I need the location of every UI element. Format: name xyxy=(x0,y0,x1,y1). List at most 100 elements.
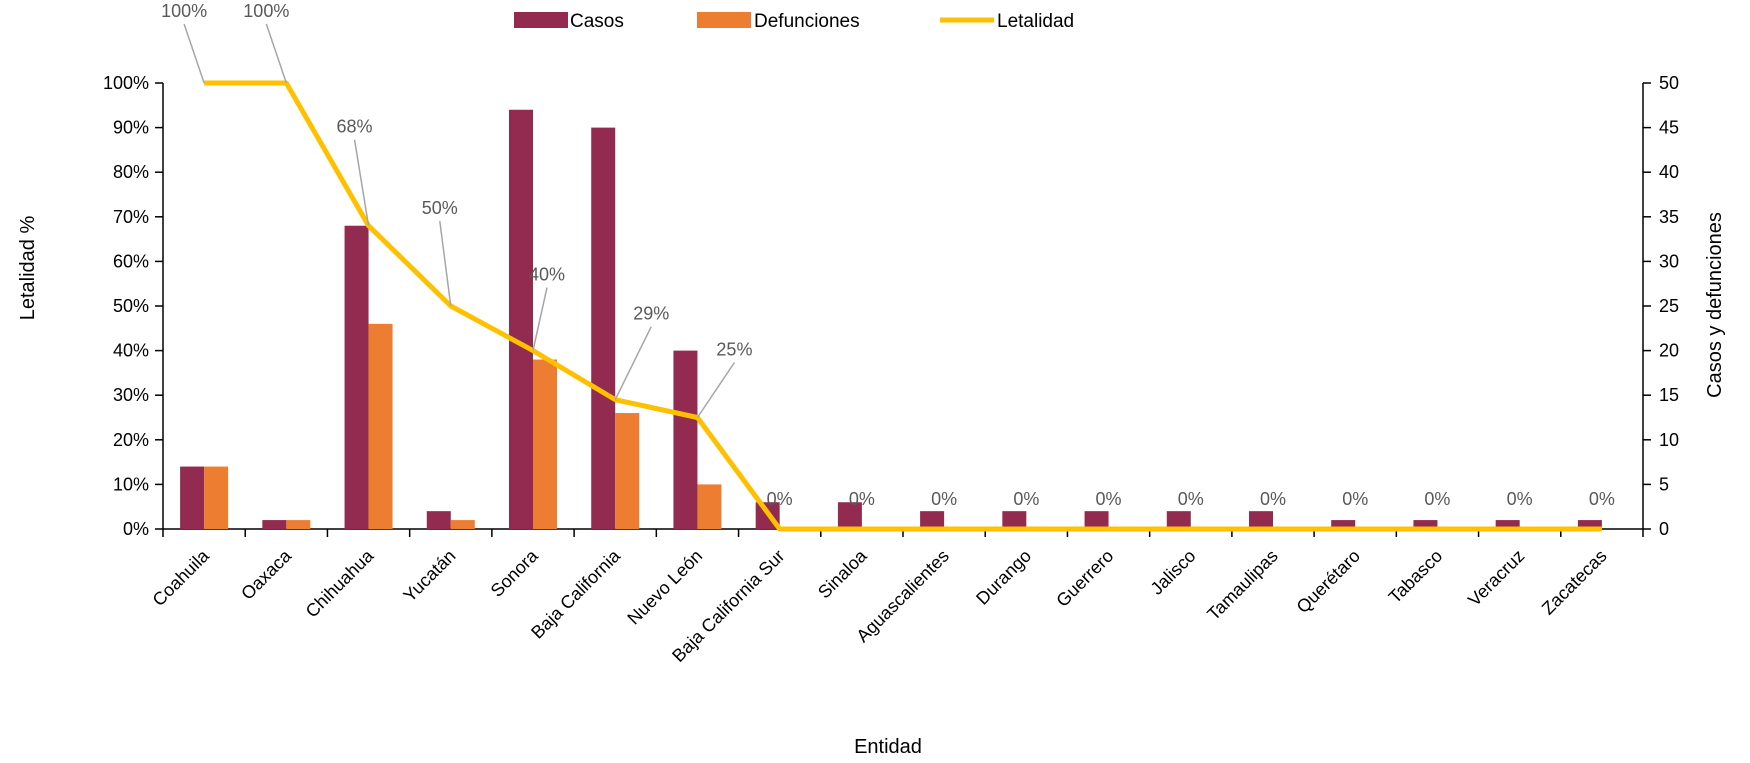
casos-bar xyxy=(509,109,533,529)
letalidad-data-label: 0% xyxy=(1013,489,1039,509)
right-tick-label: 50 xyxy=(1659,73,1679,93)
casos-bar xyxy=(1577,520,1602,529)
defunciones-bar xyxy=(204,466,229,529)
right-tick-label: 5 xyxy=(1659,474,1669,494)
right-tick-label: 45 xyxy=(1659,118,1679,138)
defunciones-bar xyxy=(697,484,722,529)
right-tick-label: 0 xyxy=(1659,519,1669,539)
letalidad-data-label: 0% xyxy=(931,489,957,509)
left-tick-label: 60% xyxy=(113,251,149,271)
x-axis-title: Entidad xyxy=(854,736,922,758)
legend: Casos Defunciones Letalidad xyxy=(514,11,1074,32)
left-tick-label: 100% xyxy=(103,73,149,93)
letalidad-data-label: 25% xyxy=(716,340,752,360)
letalidad-data-label: 0% xyxy=(1589,489,1615,509)
category-label: Oaxaca xyxy=(237,545,296,604)
casos-bar xyxy=(837,502,862,529)
right-axis-title: Casos y defunciones xyxy=(1704,212,1726,398)
casos-bar xyxy=(1166,511,1191,529)
casos-bar xyxy=(344,225,369,529)
letalidad-data-label: 0% xyxy=(1424,489,1450,509)
letalidad-data-label: 50% xyxy=(422,198,458,218)
right-tick-label: 35 xyxy=(1659,207,1679,227)
casos-bar xyxy=(1413,520,1438,529)
letalidad-data-label: 0% xyxy=(1507,489,1533,509)
category-label: Tabasco xyxy=(1385,546,1447,608)
category-label: Veracruz xyxy=(1464,546,1528,610)
left-y-axis: 0% 10% 20% 30% 40% 50% 60% 70% 80% 90% 100% xyxy=(103,73,164,539)
left-tick-label: 30% xyxy=(113,385,149,405)
data-labels-layer: 100% 100% 68% 50% 40% 29% 25% 0% 0% 0% 0% 0% 0% 0% 0% 0… xyxy=(161,1,1615,509)
left-axis-title: Letalidad % xyxy=(17,216,39,321)
data-label-leader xyxy=(439,220,452,307)
category-label: Querétaro xyxy=(1293,546,1364,617)
letalidad-data-label: 40% xyxy=(529,265,565,285)
defunciones-bar xyxy=(450,520,475,529)
category-label: Guerrero xyxy=(1052,546,1117,611)
data-label-leader xyxy=(183,23,205,84)
casos-bar xyxy=(920,511,945,529)
defunciones-bar xyxy=(615,413,640,529)
right-tick-label: 40 xyxy=(1659,162,1679,182)
casos-bar xyxy=(1002,511,1027,529)
casos-bar xyxy=(591,127,616,529)
casos-bar xyxy=(180,466,205,529)
left-tick-label: 90% xyxy=(113,118,149,138)
data-label-leader xyxy=(532,287,548,351)
legend-label-letalidad: Letalidad xyxy=(997,11,1074,32)
left-tick-label: 10% xyxy=(113,474,149,494)
defunciones-bar xyxy=(286,520,311,529)
letalidad-data-label: 0% xyxy=(1096,489,1122,509)
legend-label-casos: Casos xyxy=(570,11,624,32)
category-label: Coahuila xyxy=(149,545,214,610)
letalidad-data-label: 0% xyxy=(767,489,793,509)
legend-label-defunciones: Defunciones xyxy=(754,11,860,32)
category-label: Nuevo León xyxy=(623,546,706,629)
bars-layer xyxy=(180,109,1602,529)
data-label-leader xyxy=(696,362,736,418)
data-label-leader xyxy=(353,139,370,226)
casos-bar xyxy=(426,511,451,529)
casos-bar xyxy=(1084,511,1109,529)
right-tick-label: 25 xyxy=(1659,296,1679,316)
right-tick-label: 15 xyxy=(1659,385,1679,405)
letalidad-line xyxy=(204,80,1602,532)
category-label: Jalisco xyxy=(1147,546,1200,599)
legend-swatch-defunciones xyxy=(697,12,751,28)
left-tick-label: 80% xyxy=(113,162,149,182)
letalidad-data-label: 0% xyxy=(849,489,875,509)
data-label-leader xyxy=(265,23,288,84)
category-label: Yucatán xyxy=(399,546,459,606)
letalidad-data-label: 0% xyxy=(1342,489,1368,509)
letalidad-data-label: 0% xyxy=(1260,489,1286,509)
legend-swatch-casos xyxy=(514,12,568,28)
casos-bar xyxy=(673,350,698,529)
category-label: Sinaloa xyxy=(814,545,871,602)
x-axis: Coahuila Oaxaca Chihuahua Yucatán SonoraBaja… xyxy=(149,528,1644,666)
left-tick-label: 40% xyxy=(113,341,149,361)
left-tick-label: 50% xyxy=(113,296,149,316)
letalidad-data-label: 29% xyxy=(633,304,669,324)
casos-bar xyxy=(1495,520,1520,529)
category-label: Zacatecas xyxy=(1538,546,1611,619)
casos-bar xyxy=(1249,511,1273,529)
letalidad-data-label: 68% xyxy=(337,117,373,137)
defunciones-bar xyxy=(533,359,557,529)
letalidad-data-label: 100% xyxy=(161,1,207,21)
right-tick-label: 20 xyxy=(1659,341,1679,361)
casos-bar xyxy=(1331,520,1356,529)
category-label: Tamaulipas xyxy=(1203,546,1282,625)
casos-bar xyxy=(262,520,287,529)
right-tick-label: 30 xyxy=(1659,251,1679,271)
category-label: Chihuahua xyxy=(302,545,378,621)
right-tick-label: 10 xyxy=(1659,430,1679,450)
left-tick-label: 0% xyxy=(123,519,149,539)
defunciones-bar xyxy=(368,323,393,529)
category-label: Sonora xyxy=(487,545,543,601)
letalidad-data-label: 0% xyxy=(1178,489,1204,509)
right-y-axis: 0 5 10 15 20 25 30 35 40 45 50 xyxy=(1642,73,1679,539)
left-tick-label: 70% xyxy=(113,207,149,227)
left-tick-label: 20% xyxy=(113,430,149,450)
data-label-leader xyxy=(614,326,652,400)
